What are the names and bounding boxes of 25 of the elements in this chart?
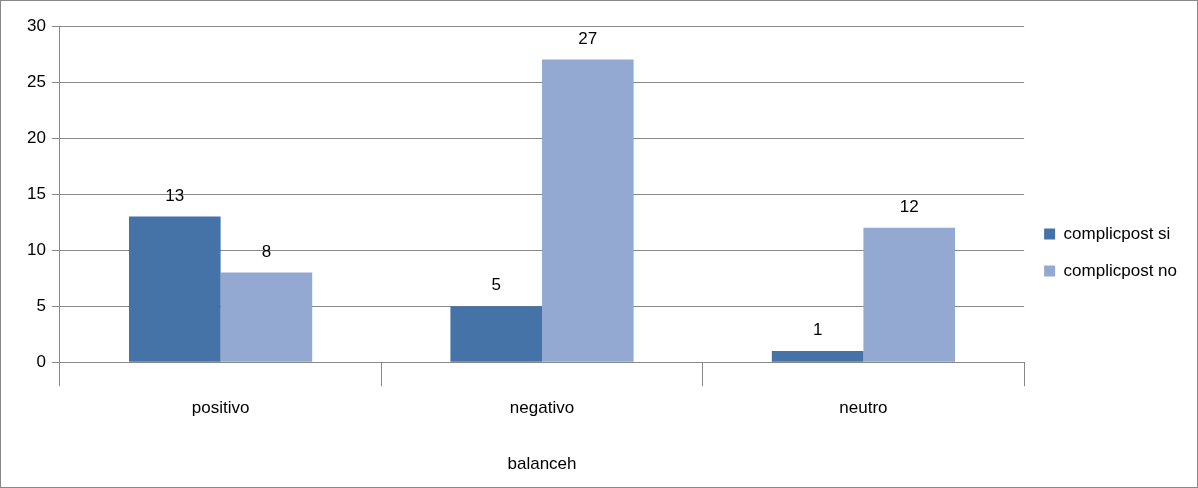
y-tick-label: 20 bbox=[26, 127, 46, 147]
y-tick-label: 15 bbox=[26, 183, 46, 203]
data-label: 1 bbox=[812, 320, 823, 340]
y-tick-label: 10 bbox=[26, 239, 46, 259]
bar bbox=[220, 272, 313, 362]
bar bbox=[129, 216, 221, 362]
y-tick-label: 0 bbox=[36, 351, 46, 371]
data-label: 12 bbox=[899, 196, 919, 216]
y-tick-label: 5 bbox=[36, 295, 46, 315]
bar bbox=[771, 350, 864, 362]
x-tick-label: neutro bbox=[839, 398, 888, 418]
y-tick-label: 25 bbox=[26, 71, 46, 91]
bar bbox=[863, 227, 956, 362]
data-label: 27 bbox=[578, 28, 598, 48]
x-tick-label: positivo bbox=[191, 398, 250, 418]
data-label: 5 bbox=[491, 275, 501, 295]
legend-label: complicpost si bbox=[1063, 223, 1171, 243]
bar bbox=[450, 306, 543, 362]
data-label: 8 bbox=[261, 241, 272, 261]
bar bbox=[542, 59, 634, 362]
y-tick-label: 30 bbox=[26, 15, 46, 35]
x-tick-label: negativo bbox=[509, 398, 575, 418]
data-label: 13 bbox=[165, 185, 185, 205]
x-axis-title: balanceh bbox=[507, 454, 577, 474]
legend-label: complicpost no bbox=[1063, 260, 1177, 280]
